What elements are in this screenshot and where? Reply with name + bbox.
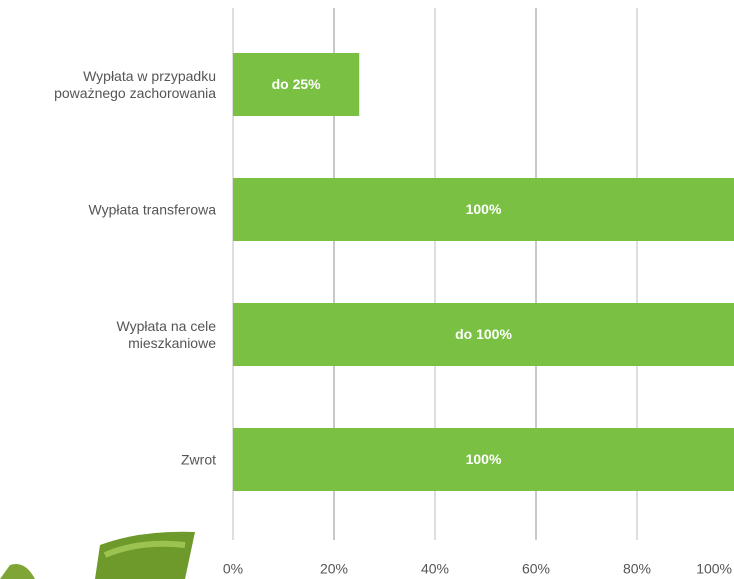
value-label: 100%: [466, 451, 502, 467]
leaves-decoration: [0, 532, 195, 579]
x-tick-label: 60%: [522, 561, 550, 577]
category-label: Wypłata transferowa: [0, 201, 216, 218]
x-tick-label: 40%: [421, 561, 449, 577]
x-tick-label: 0%: [223, 561, 243, 577]
x-tick-label: 20%: [320, 561, 348, 577]
category-label: Wypłata na cele mieszkaniowe: [0, 318, 216, 352]
chart: 0%20%40%60%80%100%do 25%100%do 100%100% …: [0, 0, 734, 579]
value-label: do 100%: [455, 326, 512, 342]
x-tick-label: 80%: [623, 561, 651, 577]
value-label: 100%: [466, 201, 502, 217]
category-label: Zwrot: [0, 451, 216, 468]
category-label: Wypłata w przypadku poważnego zachorowan…: [0, 68, 216, 102]
x-tick-label: 100%: [696, 561, 732, 577]
value-label: do 25%: [272, 76, 322, 92]
